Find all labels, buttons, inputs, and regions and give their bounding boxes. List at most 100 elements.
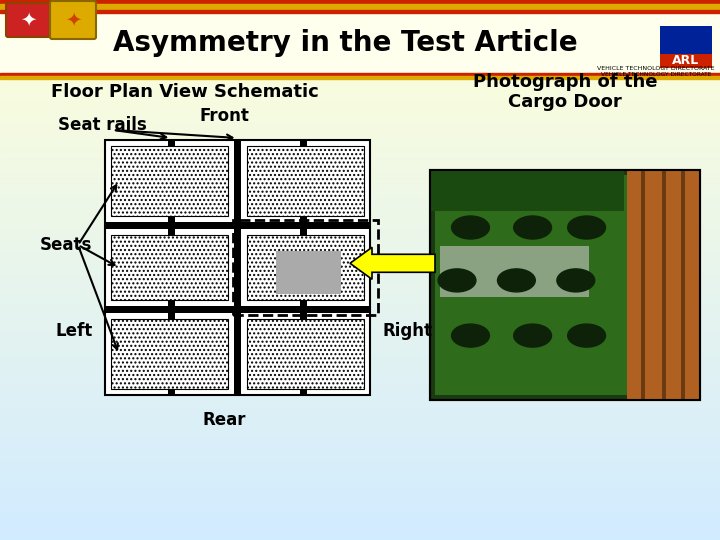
Ellipse shape xyxy=(498,269,535,292)
Bar xyxy=(0,245,720,248)
Bar xyxy=(0,272,720,275)
Bar xyxy=(0,23,720,27)
Bar xyxy=(0,115,720,119)
Bar xyxy=(0,112,720,116)
Bar xyxy=(0,104,720,108)
Bar xyxy=(662,170,666,400)
Bar xyxy=(0,396,720,400)
Bar xyxy=(0,304,720,308)
Bar xyxy=(0,291,720,294)
Bar xyxy=(105,140,370,395)
Bar xyxy=(0,455,720,459)
Bar xyxy=(0,118,720,122)
Bar xyxy=(0,288,720,292)
Bar xyxy=(0,53,720,57)
Bar xyxy=(0,76,720,79)
Bar xyxy=(0,188,720,192)
Bar xyxy=(0,525,720,529)
Ellipse shape xyxy=(513,324,552,347)
Bar xyxy=(105,222,370,229)
Bar xyxy=(0,169,720,173)
Bar xyxy=(430,170,700,400)
Bar xyxy=(0,166,720,170)
Bar xyxy=(0,363,720,367)
Bar xyxy=(0,185,720,189)
Bar xyxy=(0,531,720,535)
Ellipse shape xyxy=(438,269,476,292)
Bar xyxy=(0,320,720,324)
Bar xyxy=(0,7,720,11)
Bar xyxy=(0,131,720,135)
Bar xyxy=(0,345,720,348)
Bar xyxy=(0,366,720,370)
Bar xyxy=(0,393,720,397)
Bar xyxy=(0,520,720,524)
Bar xyxy=(0,0,720,4)
Bar xyxy=(111,146,228,216)
Bar xyxy=(0,26,720,30)
Bar xyxy=(0,426,720,429)
Bar xyxy=(0,61,720,65)
Bar xyxy=(0,99,720,103)
Bar xyxy=(0,285,720,289)
Bar xyxy=(0,210,720,213)
Bar xyxy=(0,471,720,475)
Bar xyxy=(0,158,720,162)
Bar xyxy=(0,477,720,481)
Text: Front: Front xyxy=(199,107,249,125)
Bar xyxy=(247,235,364,300)
Bar xyxy=(0,328,720,332)
Ellipse shape xyxy=(567,324,606,347)
Bar xyxy=(0,228,720,232)
Bar xyxy=(0,31,720,35)
Bar xyxy=(0,274,720,278)
FancyBboxPatch shape xyxy=(50,1,96,39)
Bar xyxy=(234,140,241,395)
Bar xyxy=(0,174,720,178)
Bar xyxy=(0,231,720,235)
Bar xyxy=(247,146,364,216)
Bar xyxy=(0,309,720,313)
Text: ✦: ✦ xyxy=(65,10,81,30)
Bar xyxy=(111,319,228,389)
Bar xyxy=(0,420,720,424)
Bar xyxy=(0,142,720,146)
Bar xyxy=(0,0,720,3)
Bar xyxy=(0,12,720,16)
Text: VEHICLE TECHNOLOGY DIRECTORATE: VEHICLE TECHNOLOGY DIRECTORATE xyxy=(598,65,715,71)
Bar xyxy=(0,91,720,94)
Bar xyxy=(0,266,720,270)
Bar xyxy=(0,137,720,140)
Bar xyxy=(681,170,685,400)
Bar xyxy=(0,355,720,359)
Bar xyxy=(0,239,720,243)
Bar xyxy=(0,515,720,518)
Bar xyxy=(0,48,720,51)
Bar xyxy=(0,280,720,284)
Bar xyxy=(0,247,720,251)
Bar xyxy=(0,469,720,472)
Bar xyxy=(440,246,588,296)
Bar xyxy=(0,261,720,265)
Bar xyxy=(0,37,720,40)
Bar xyxy=(627,170,700,400)
Bar xyxy=(111,235,228,300)
Bar xyxy=(0,207,720,211)
Bar xyxy=(0,493,720,497)
Text: Photograph of the
Cargo Door: Photograph of the Cargo Door xyxy=(473,72,657,111)
Bar xyxy=(0,4,720,10)
Bar xyxy=(0,399,720,402)
Text: Seat rails: Seat rails xyxy=(58,116,147,134)
Bar xyxy=(0,234,720,238)
Ellipse shape xyxy=(513,216,552,239)
Bar xyxy=(0,369,720,373)
Bar xyxy=(0,253,720,256)
Bar xyxy=(0,10,720,13)
Bar xyxy=(0,458,720,462)
Bar xyxy=(0,431,720,435)
Bar xyxy=(0,164,720,167)
Bar xyxy=(0,307,720,310)
Ellipse shape xyxy=(557,269,595,292)
Bar xyxy=(0,126,720,130)
Bar xyxy=(0,512,720,516)
